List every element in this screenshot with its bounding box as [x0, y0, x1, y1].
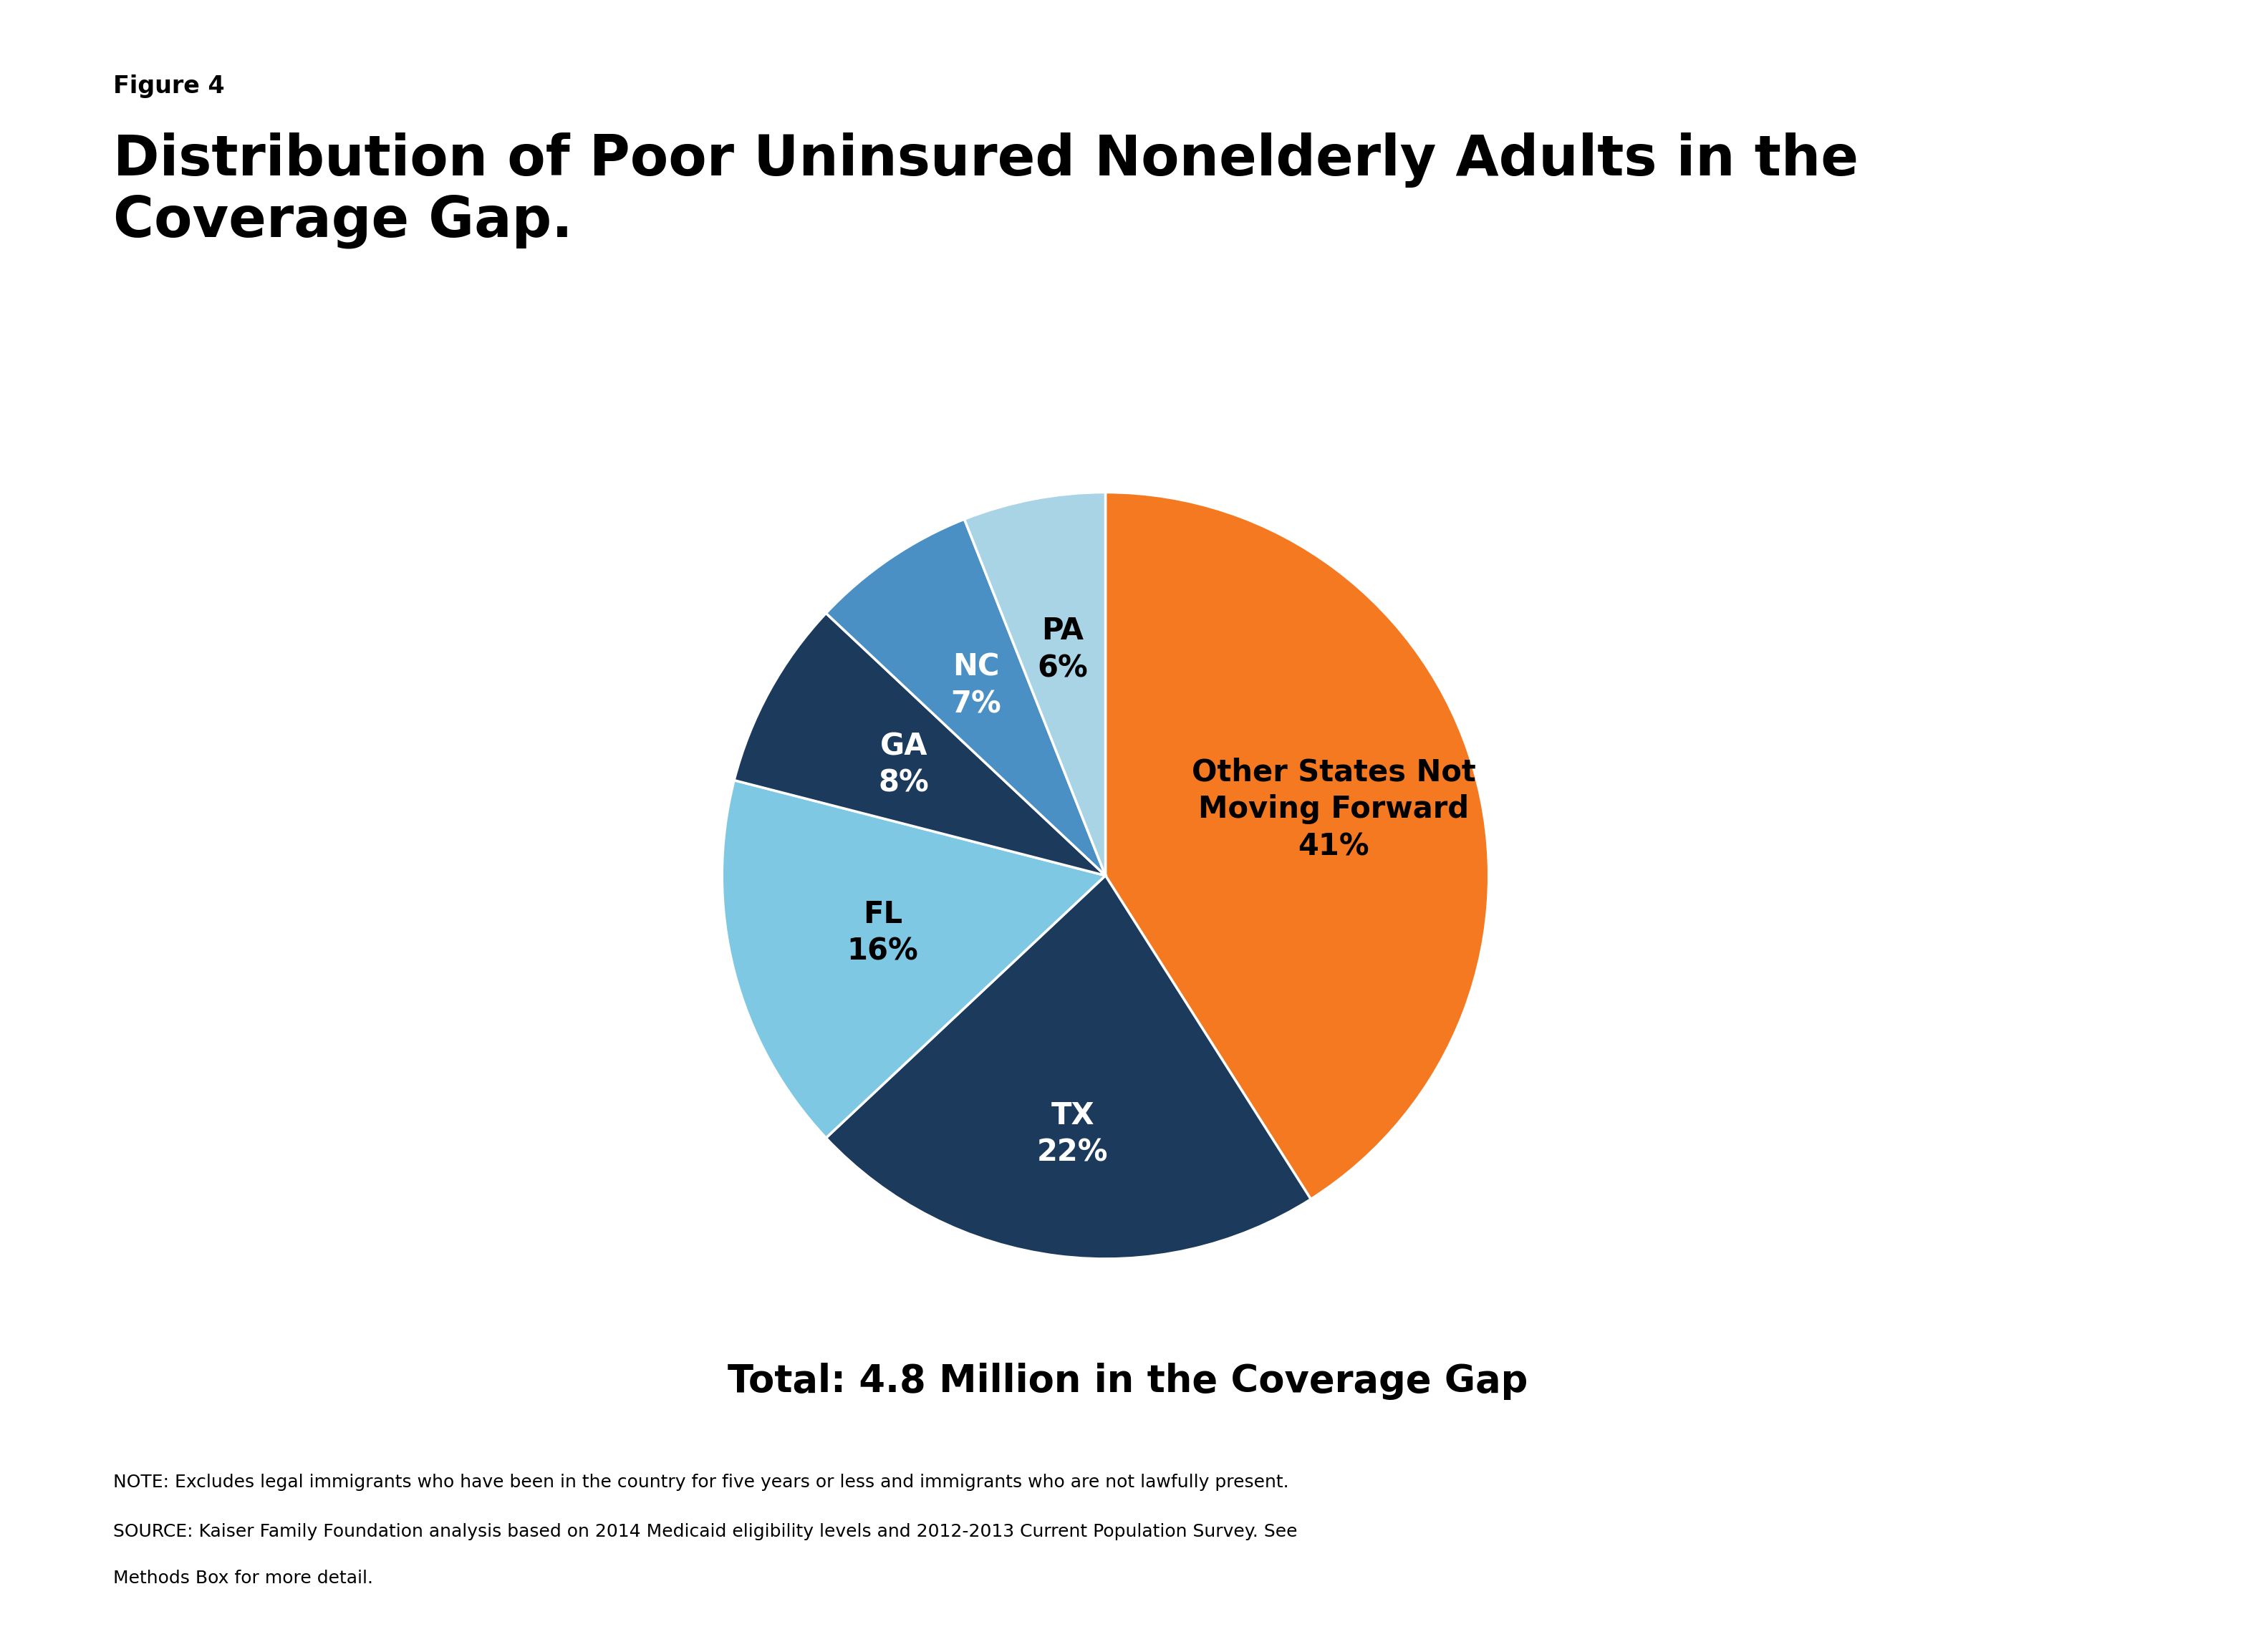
- Wedge shape: [963, 492, 1105, 876]
- Text: Distribution of Poor Uninsured Nonelderly Adults in the
Coverage Gap.: Distribution of Poor Uninsured Nonelderl…: [113, 132, 1859, 248]
- Wedge shape: [826, 519, 1105, 876]
- Text: Methods Box for more detail.: Methods Box for more detail.: [113, 1569, 372, 1586]
- Text: Other States Not
Moving Forward
41%: Other States Not Moving Forward 41%: [1191, 757, 1475, 861]
- Text: NC
7%: NC 7%: [950, 653, 1002, 719]
- Wedge shape: [1105, 492, 1489, 1199]
- Text: FL
16%: FL 16%: [846, 899, 918, 966]
- Text: PA
6%: PA 6%: [1038, 616, 1087, 684]
- Wedge shape: [733, 613, 1105, 876]
- Text: TX
22%: TX 22%: [1038, 1100, 1108, 1168]
- Text: Figure 4: Figure 4: [113, 74, 223, 97]
- Text: NOTE: Excludes legal immigrants who have been in the country for five years or l: NOTE: Excludes legal immigrants who have…: [113, 1474, 1288, 1490]
- Wedge shape: [722, 780, 1105, 1138]
- Text: FOUNDATION: FOUNDATION: [2039, 1581, 2100, 1591]
- Text: SOURCE: Kaiser Family Foundation analysis based on 2014 Medicaid eligibility lev: SOURCE: Kaiser Family Foundation analysi…: [113, 1523, 1297, 1540]
- Text: THE HENRY J.: THE HENRY J.: [2039, 1450, 2100, 1459]
- Text: FAMILY: FAMILY: [2042, 1525, 2098, 1538]
- Wedge shape: [826, 876, 1311, 1259]
- Text: Total: 4.8 Million in the Coverage Gap: Total: 4.8 Million in the Coverage Gap: [729, 1363, 1527, 1401]
- Text: KAISER: KAISER: [2026, 1482, 2114, 1502]
- Text: GA
8%: GA 8%: [878, 732, 929, 798]
